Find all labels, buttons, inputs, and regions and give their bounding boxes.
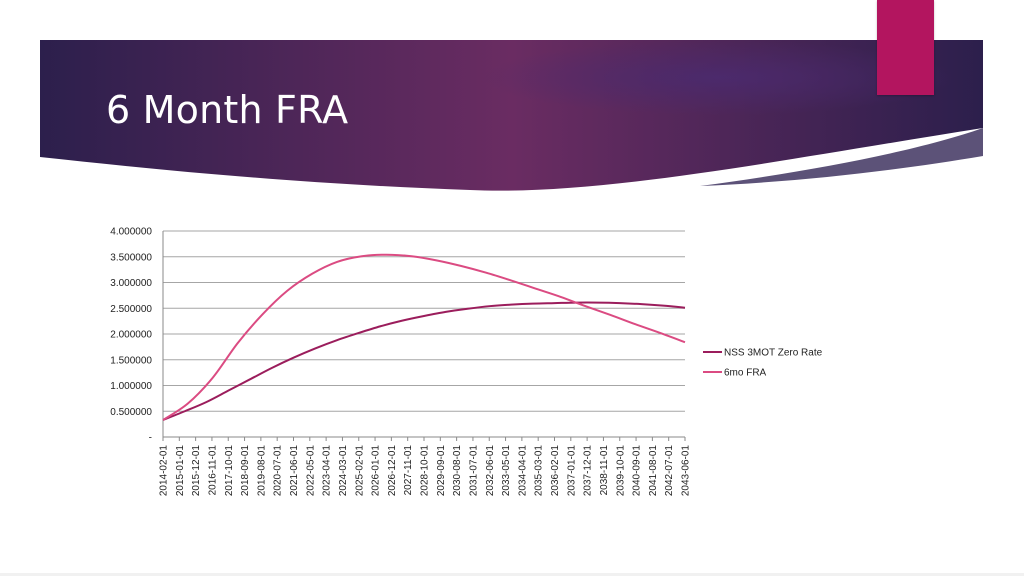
x-tick-label: 2019-08-01 [256, 445, 267, 497]
x-tick-label: 2021-06-01 [289, 445, 300, 497]
x-tick-label: 2031-07-01 [468, 445, 479, 497]
x-tick-label: 2026-12-01 [387, 445, 398, 497]
x-tick-label: 2037-01-01 [566, 445, 577, 497]
x-tick-label: 2033-05-01 [501, 445, 512, 497]
x-tick-label: 2043-06-01 [681, 445, 692, 497]
x-tick-label: 2027-11-01 [403, 445, 414, 496]
legend-label: NSS 3MOT Zero Rate [724, 348, 823, 359]
slide-title: 6 Month FRA [106, 88, 349, 132]
accent-tab [877, 0, 934, 95]
x-tick-label: 2035-03-01 [534, 445, 545, 497]
x-tick-label: 2024-03-01 [338, 445, 349, 497]
x-tick-label: 2030-08-01 [452, 445, 463, 497]
series-line-2 [162, 253, 686, 421]
x-tick-label: 2037-12-01 [583, 445, 594, 497]
x-tick-label: 2023-04-01 [322, 445, 333, 497]
x-tick-label: 2017-10-01 [224, 445, 235, 497]
x-tick-label: 2038-11-01 [599, 445, 610, 496]
x-tick-label: 2041-08-01 [648, 445, 659, 497]
x-tick-label: 2029-09-01 [436, 445, 447, 497]
banner-swoosh [700, 128, 983, 186]
legend-label: 6mo FRA [724, 368, 767, 379]
y-tick-label: 2.500000 [110, 304, 152, 315]
y-tick-label: 4.000000 [110, 227, 152, 238]
y-tick-label: 3.500000 [110, 252, 152, 263]
banner-glow [40, 40, 983, 191]
x-tick-label: 2040-09-01 [632, 445, 643, 497]
x-tick-label: 2032-06-01 [485, 445, 496, 497]
y-tick-label: 1.500000 [110, 355, 152, 366]
x-tick-label: 2016-11-01 [207, 445, 218, 496]
x-tick-label: 2018-09-01 [240, 445, 251, 497]
x-tick-label: 2014-02-01 [159, 445, 170, 497]
y-tick-label: 3.000000 [110, 278, 152, 289]
x-tick-label: 2022-05-01 [305, 445, 316, 497]
x-tick-label: 2015-12-01 [191, 445, 202, 497]
bottom-divider [0, 573, 1024, 576]
y-tick-label: 0.500000 [110, 407, 152, 418]
x-tick-label: 2020-07-01 [273, 445, 284, 497]
x-tick-label: 2039-10-01 [615, 445, 626, 497]
x-tick-label: 2036-02-01 [550, 445, 561, 497]
y-tick-label: - [149, 433, 152, 444]
y-tick-label: 1.000000 [110, 381, 152, 392]
series-line-1 [162, 301, 686, 421]
x-tick-label: 2025-02-01 [354, 445, 365, 497]
y-tick-label: 2.000000 [110, 330, 152, 341]
title-banner [40, 40, 983, 191]
x-tick-label: 2028-10-01 [420, 445, 431, 497]
x-tick-label: 2026-01-01 [371, 445, 382, 497]
x-tick-label: 2015-01-01 [175, 445, 186, 497]
x-tick-label: 2034-04-01 [517, 445, 528, 497]
x-tick-label: 2042-07-01 [664, 445, 675, 497]
